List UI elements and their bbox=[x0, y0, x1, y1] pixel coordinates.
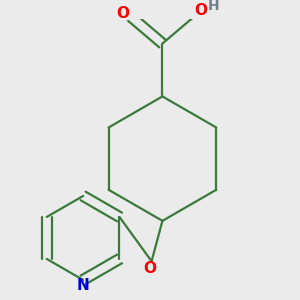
Text: O: O bbox=[143, 261, 157, 276]
Text: H: H bbox=[208, 0, 220, 13]
Text: N: N bbox=[77, 278, 89, 293]
Text: O: O bbox=[116, 7, 129, 22]
Text: O: O bbox=[194, 3, 207, 18]
